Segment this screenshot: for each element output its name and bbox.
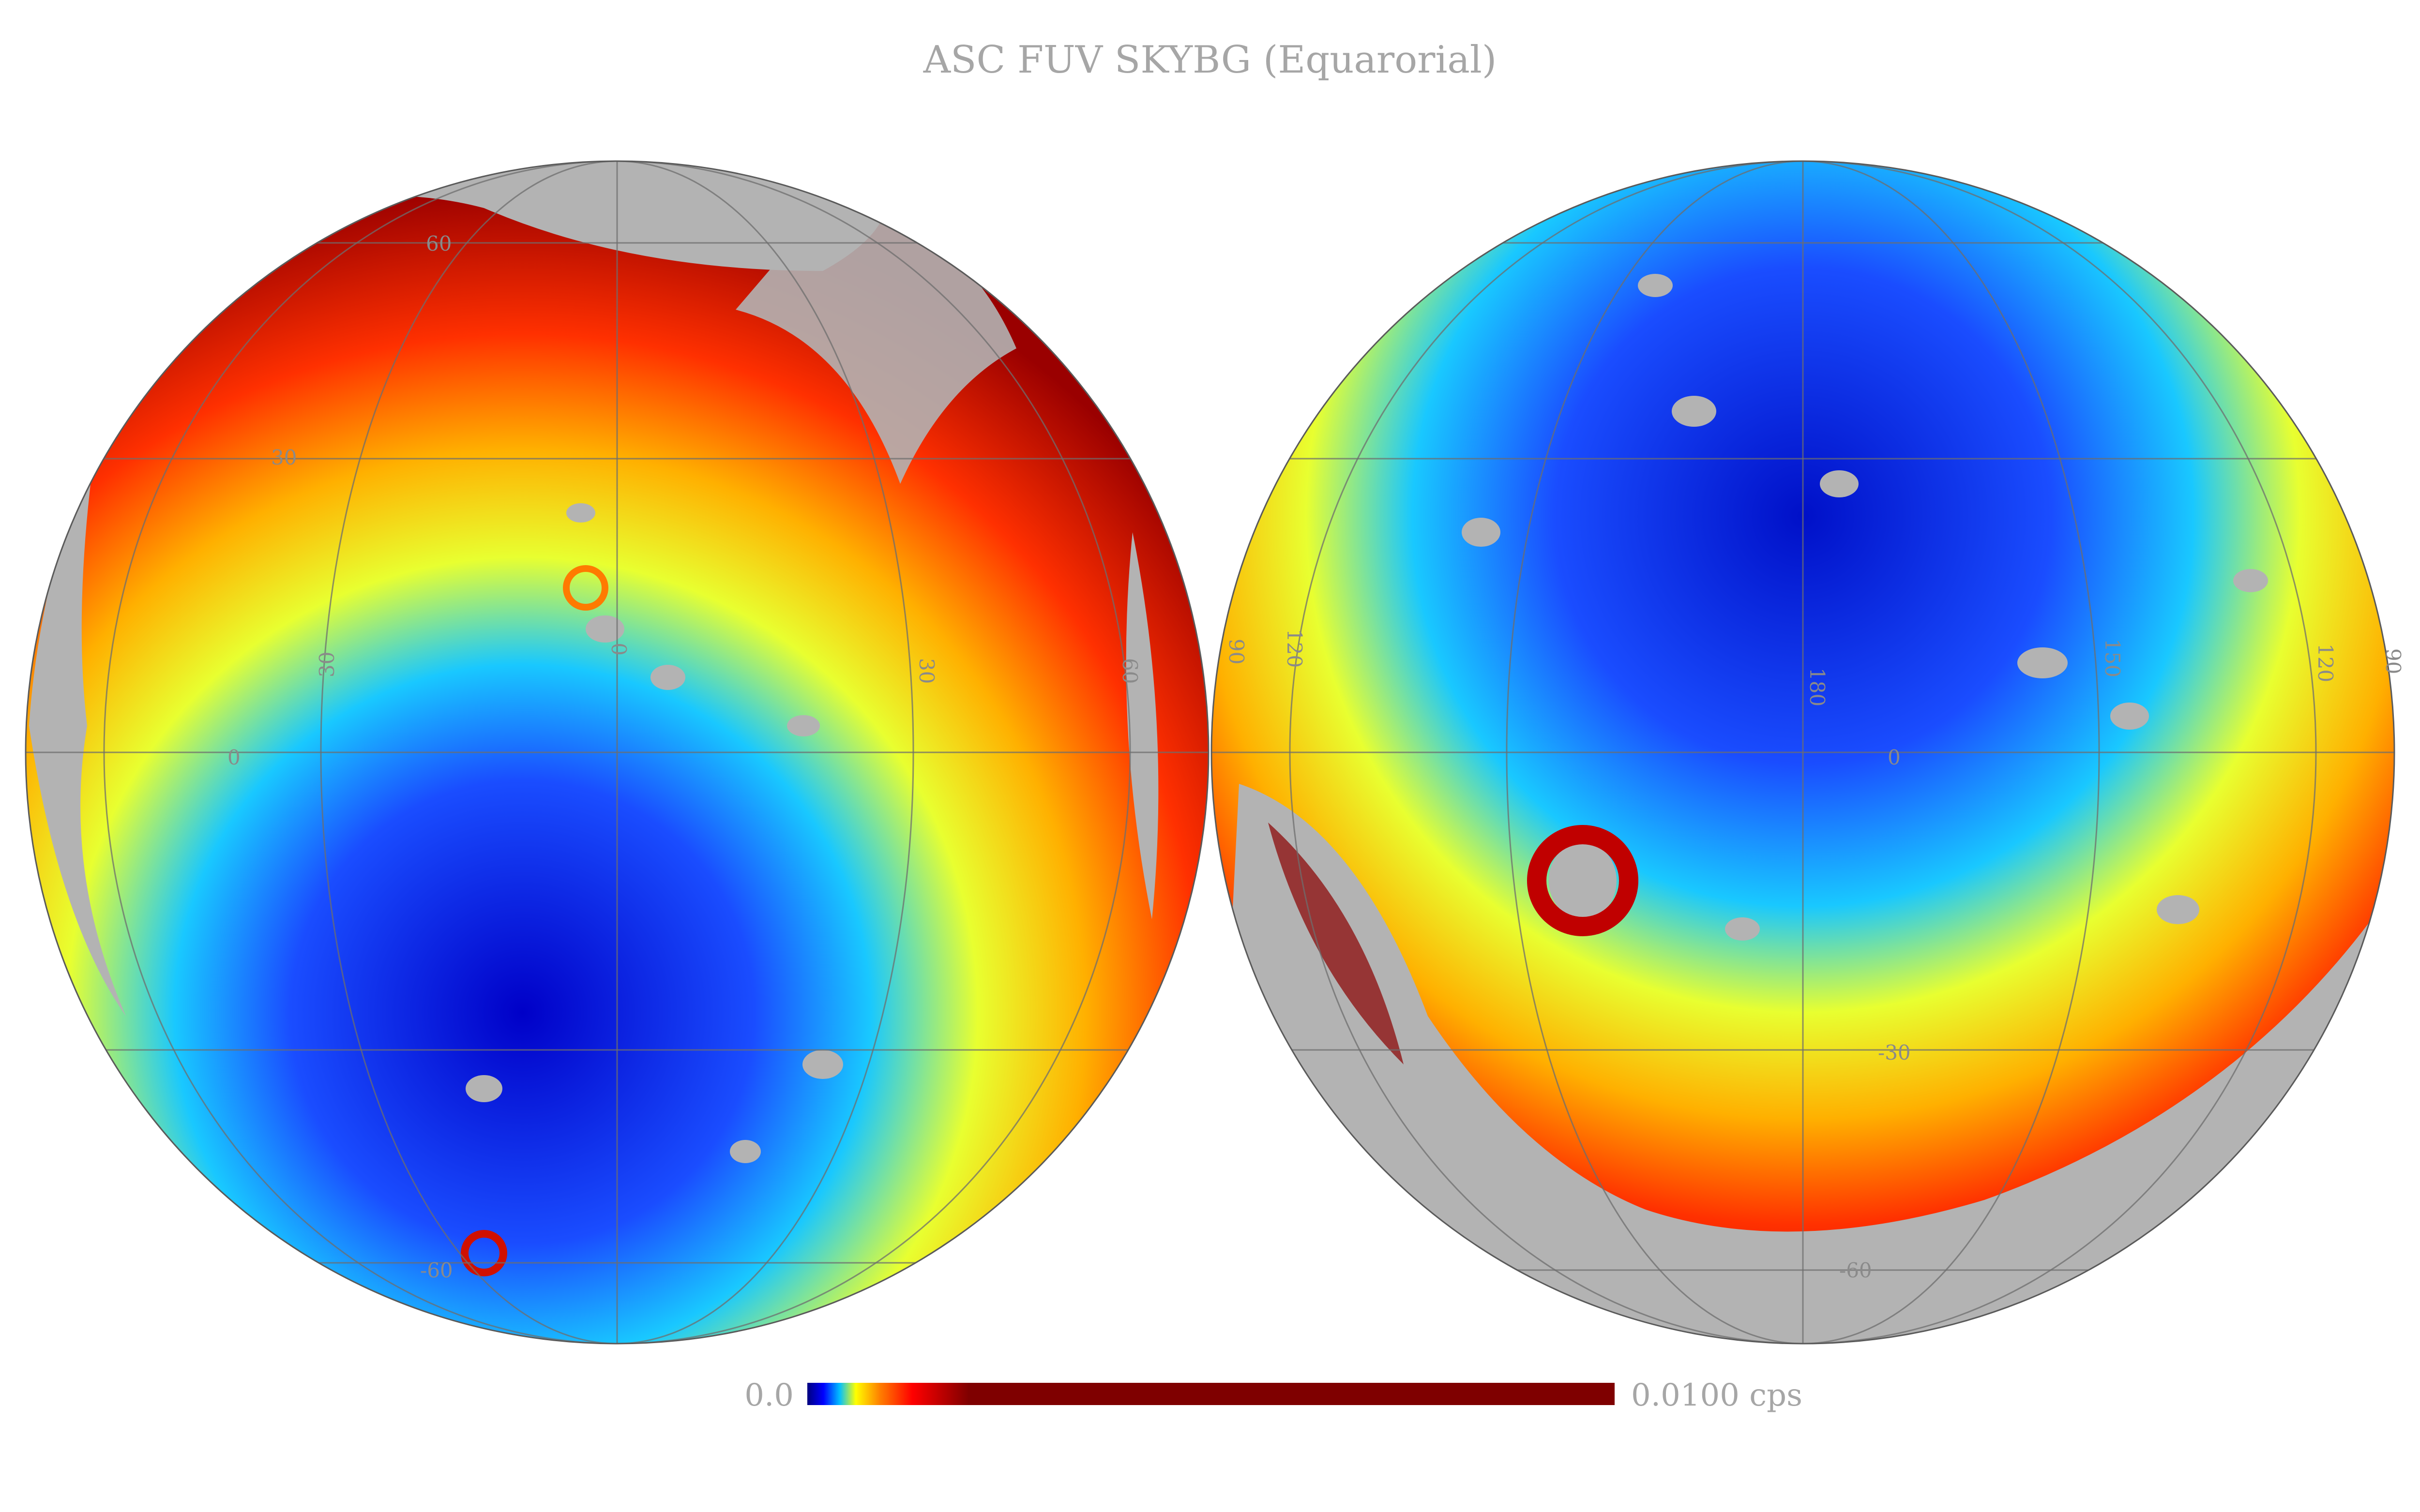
right-label-ra-150: 150 [2101,639,2124,677]
left-label-lat-0: 0 [227,746,241,769]
left-label-lat-minus-60: -60 [420,1258,453,1282]
left-label-ra-0: 0 [608,643,632,656]
left-label-lat-60: 60 [426,232,452,255]
colorbar-gradient [807,1383,1615,1405]
left-label-ra-60: 60 [1118,658,1142,684]
right-label-ra-180: 180 [1805,668,1829,706]
left-hemisphere: 60 30 0 -60 0 30 30 60 [25,160,1210,1345]
colorbar: 0.0 0.0100 cps [744,1377,1802,1413]
right-label-lat-0: 0 [1888,746,1901,769]
right-hemisphere-outline [1210,160,2395,1345]
right-label-lat-minus-60: -60 [1839,1258,1872,1282]
left-hemisphere-outline [25,160,1210,1345]
left-label-ra-30-left: 30 [315,652,339,677]
right-label-ra-90-right: 90 [2381,648,2405,674]
colorbar-max-label: 0.0100 cps [1631,1377,1802,1413]
colorbar-min-label: 0.0 [744,1377,794,1413]
left-masked-regions [29,161,1159,1276]
right-label-lat-minus-30: -30 [1878,1041,1911,1064]
left-label-ra-30: 30 [915,658,938,684]
right-label-ra-90-left: 90 [1225,639,1248,664]
right-label-ra-120-right: 120 [2314,644,2337,682]
figure-title: ASC FUV SKYBG (Equarorial) [923,38,1497,82]
left-label-lat-30: 30 [271,446,297,469]
right-hemisphere: 90 120 180 150 120 90 0 -30 -60 [1210,160,2405,1345]
right-label-ra-120-left: 120 [1283,629,1306,668]
